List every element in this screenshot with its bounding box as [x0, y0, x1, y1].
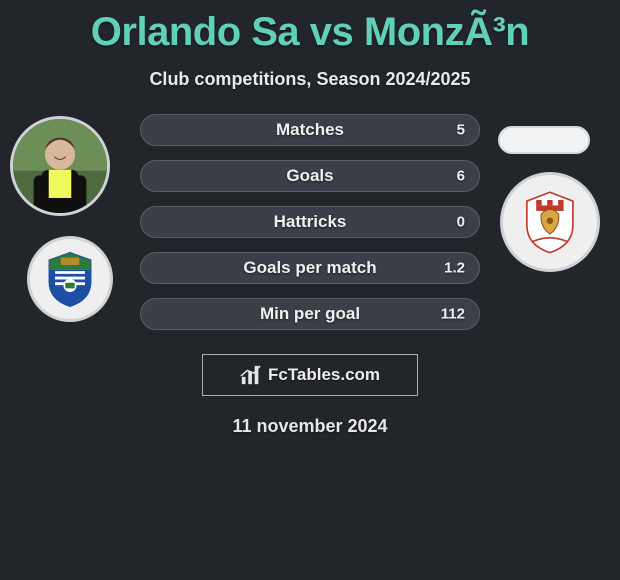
player-right-avatar — [498, 126, 590, 154]
brand-box: FcTables.com — [202, 354, 418, 396]
stat-label: Matches — [276, 120, 344, 140]
subtitle: Club competitions, Season 2024/2025 — [0, 69, 620, 90]
stat-value: 1.2 — [444, 260, 465, 277]
stat-row-gpm: Goals per match 1.2 — [140, 252, 480, 284]
person-icon — [13, 119, 107, 213]
stat-list: Matches 5 Goals 6 Hattricks 0 Goals per … — [140, 114, 480, 330]
club-right-crest — [500, 172, 600, 272]
brand-text: FcTables.com — [268, 365, 380, 385]
stat-label: Min per goal — [260, 304, 360, 324]
stat-label: Goals per match — [243, 258, 376, 278]
stat-row-mpg: Min per goal 112 — [140, 298, 480, 330]
comparison-panel: Matches 5 Goals 6 Hattricks 0 Goals per … — [0, 114, 620, 437]
shield-icon — [42, 251, 98, 307]
stat-row-goals: Goals 6 — [140, 160, 480, 192]
stat-label: Hattricks — [274, 212, 347, 232]
date-text: 11 november 2024 — [0, 416, 620, 437]
shield-icon — [517, 189, 583, 255]
stat-value: 6 — [457, 168, 465, 185]
bar-chart-icon — [240, 364, 262, 386]
stat-row-hattricks: Hattricks 0 — [140, 206, 480, 238]
club-left-crest — [27, 236, 113, 322]
stat-row-matches: Matches 5 — [140, 114, 480, 146]
stat-label: Goals — [286, 166, 333, 186]
stat-value: 112 — [441, 306, 465, 323]
player-left-avatar — [10, 116, 110, 216]
page-title: Orlando Sa vs MonzÃ³n — [0, 0, 620, 55]
stat-value: 5 — [457, 122, 465, 139]
stat-value: 0 — [457, 214, 465, 231]
